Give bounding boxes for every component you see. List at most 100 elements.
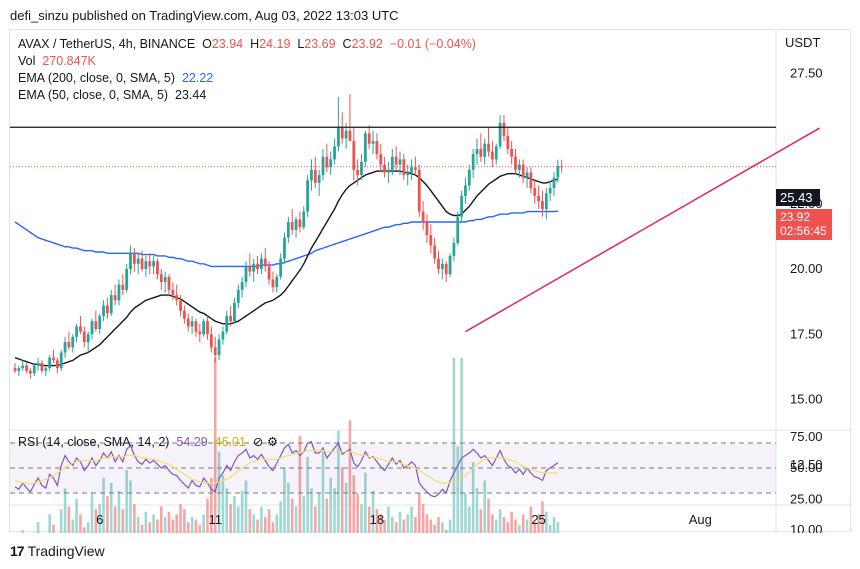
legend-ema50-row[interactable]: EMA (50, close, 0, SMA, 5) 23.44 <box>18 88 206 102</box>
price-tick-label: 17.50 <box>790 326 823 341</box>
candle <box>260 253 263 275</box>
candle-body <box>179 300 182 311</box>
legend-symbol-row: AVAX / TetherUS, 4h, BINANCE O23.94 H24.… <box>18 37 476 51</box>
candle-body <box>271 279 275 288</box>
candle <box>75 323 78 343</box>
volume-bar <box>421 503 425 533</box>
volume-bar <box>148 522 152 533</box>
candle <box>433 237 437 264</box>
volume-bar <box>287 483 290 533</box>
candle-body <box>329 159 333 168</box>
candle <box>510 141 514 165</box>
volume-bar <box>283 467 286 533</box>
candle-body <box>106 305 109 314</box>
volume-bar <box>487 498 490 533</box>
candle-body <box>94 321 98 330</box>
volume-bar <box>344 483 348 533</box>
candle-body <box>167 276 171 290</box>
visibility-icon[interactable]: ⊘ <box>252 435 264 449</box>
candle <box>448 253 452 277</box>
volume-bar <box>306 456 309 533</box>
settings-icon[interactable]: ⚙ <box>266 435 279 449</box>
candle-body <box>129 253 132 269</box>
candle-body <box>548 188 552 194</box>
legend-ema200-label: EMA (200, close, 0, SMA, 5) <box>18 71 176 85</box>
candle <box>383 156 386 178</box>
candle <box>194 318 198 337</box>
legend-volume-row[interactable]: Vol 270.847K <box>18 54 96 68</box>
volume-bar <box>244 480 248 533</box>
candle <box>121 274 125 296</box>
candle <box>525 167 529 189</box>
candle <box>67 331 71 350</box>
candle-body <box>317 175 321 183</box>
candle-body <box>471 154 475 170</box>
volume-bar <box>379 514 383 533</box>
candle <box>321 148 325 181</box>
time-tick-label: 18 <box>370 512 384 527</box>
publisher-caption: defi_sinzu published on TradingView.com,… <box>10 8 399 23</box>
candle-body <box>140 258 144 269</box>
legend-symbol[interactable]: AVAX / TetherUS, 4h, BINANCE <box>18 37 196 51</box>
tradingview-logo[interactable]: 17 TradingView <box>10 543 105 559</box>
volume-bar <box>298 436 302 533</box>
candle <box>206 315 209 340</box>
candle <box>279 253 283 280</box>
candle-body <box>152 261 155 267</box>
candle-body <box>171 289 175 296</box>
candle <box>483 138 487 165</box>
chart-frame[interactable]: 35.0032.5030.0027.5022.5020.0017.5015.00… <box>9 29 852 533</box>
candle-body <box>194 321 198 332</box>
legend-ema200-row[interactable]: EMA (200, close, 0, SMA, 5) 22.22 <box>18 71 213 85</box>
candle <box>479 133 483 162</box>
volume-bar <box>63 488 67 533</box>
volume-bar <box>537 514 540 533</box>
candle <box>156 258 159 280</box>
candle-body <box>186 318 190 327</box>
volume-bar <box>468 506 471 533</box>
volume-bar <box>525 519 529 533</box>
candle <box>98 313 102 335</box>
rsi-tick-label: 75.00 <box>790 429 823 444</box>
candle <box>548 180 552 202</box>
candle <box>106 297 109 319</box>
candle-body <box>256 263 259 269</box>
volume-bar <box>83 527 86 533</box>
candle-body <box>333 146 336 160</box>
price-axis-currency: USDT <box>785 35 821 50</box>
tradingview-logo-icon: 17 <box>10 543 25 559</box>
candle-body <box>132 253 136 264</box>
candle-body <box>190 321 194 327</box>
candle <box>209 326 213 353</box>
candle-body <box>229 315 232 322</box>
volume-bar <box>102 477 105 533</box>
candle <box>302 206 306 230</box>
candle <box>225 310 229 335</box>
volume-bar <box>521 514 525 533</box>
candle-body <box>221 331 225 340</box>
candle <box>325 143 329 173</box>
candle-body <box>55 360 59 369</box>
candle-body <box>310 169 313 181</box>
price-chart[interactable]: 35.0032.5030.0027.5022.5020.0017.5015.00… <box>10 30 852 533</box>
candle <box>310 159 313 191</box>
legend-rsi-row[interactable]: RSI (14, close, SMA, 14, 2) 54.29 46.01 … <box>18 434 278 449</box>
candle <box>367 125 371 149</box>
price-tick-label: 10.00 <box>790 522 823 533</box>
volume-bar <box>552 516 556 533</box>
candle <box>140 250 144 272</box>
candle-body <box>556 166 560 178</box>
candle <box>113 284 117 306</box>
volume-bar <box>179 503 182 533</box>
candle <box>521 159 525 183</box>
candle-body <box>491 151 494 160</box>
candle-body <box>363 133 367 162</box>
last-price-tag: 23.92 02:56:45 <box>776 209 832 240</box>
candle <box>117 279 121 306</box>
volume-bar <box>456 446 460 533</box>
candle-body <box>483 143 487 157</box>
candle-body <box>521 164 525 178</box>
candle <box>475 138 479 165</box>
candle <box>394 146 398 170</box>
candle <box>202 318 206 337</box>
